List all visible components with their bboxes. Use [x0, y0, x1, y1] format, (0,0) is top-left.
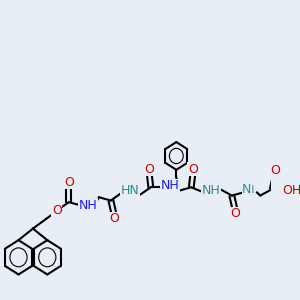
Text: O: O	[188, 163, 198, 176]
Text: NH: NH	[161, 179, 180, 192]
Text: NH: NH	[79, 199, 98, 212]
Text: O: O	[109, 212, 119, 225]
Text: HN: HN	[120, 184, 139, 197]
Text: O: O	[64, 176, 74, 189]
Text: O: O	[270, 164, 280, 177]
Text: O: O	[52, 204, 62, 217]
Text: OH: OH	[282, 184, 300, 197]
Text: N: N	[242, 183, 251, 196]
Text: H: H	[247, 184, 254, 195]
Text: O: O	[230, 207, 240, 220]
Text: NH: NH	[201, 184, 220, 197]
Text: O: O	[144, 163, 154, 176]
